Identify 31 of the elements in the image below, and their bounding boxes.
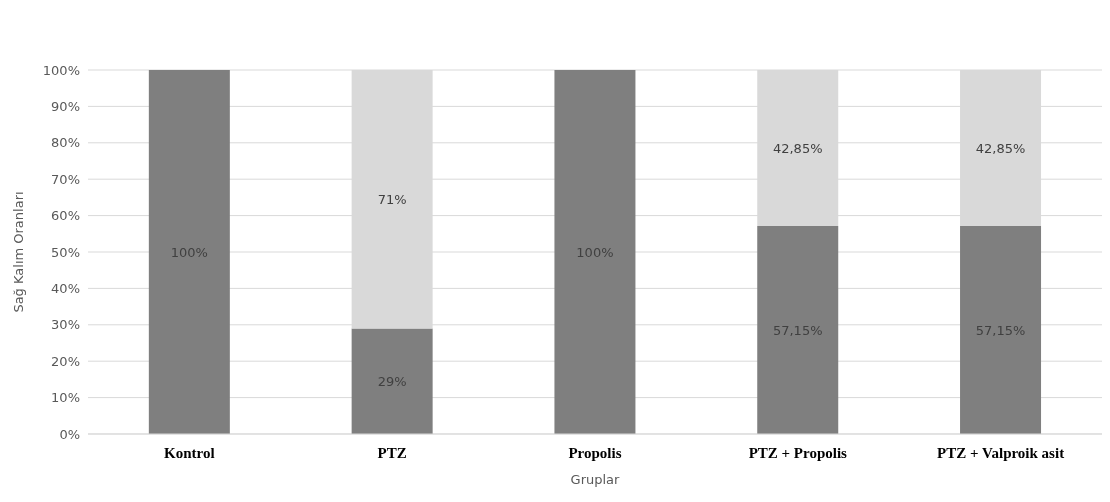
data-label: 71% [377,192,407,208]
y-tick-label: 60% [51,208,80,224]
data-label: 57,15% [975,322,1026,338]
data-label: 29% [377,374,407,390]
x-tick-label: PTZ + Propolis [748,445,848,461]
x-tick-label: Propolis [568,445,622,461]
data-label: 100% [576,245,614,260]
x-tick-label: Kontrol [164,445,215,461]
x-axis-title: Gruplar [570,472,621,487]
data-label: 42,85% [772,140,823,156]
y-tick-label: 0% [59,426,80,442]
data-label: 100% [170,245,208,260]
x-tick-label: PTZ + Valproik asit [937,445,1065,461]
data-label: 57,15% [772,322,823,338]
y-tick-label: 90% [51,99,80,115]
bar [757,225,839,434]
bar [351,328,433,434]
y-axis-title: Sağ Kalım Oranları [10,191,26,313]
y-tick-label: 100% [42,62,80,78]
y-tick-label: 20% [51,353,80,369]
x-tick-label: PTZ [377,445,407,461]
y-tick-label: 30% [51,317,80,333]
bar [554,70,636,434]
y-tick-label: 50% [51,244,80,260]
y-tick-label: 80% [51,135,80,151]
bar [960,225,1042,434]
bar [148,70,230,434]
y-tick-label: 70% [51,171,80,187]
data-label: 42,85% [975,140,1026,156]
y-tick-label: 40% [51,281,80,297]
y-tick-label: 10% [51,390,80,406]
